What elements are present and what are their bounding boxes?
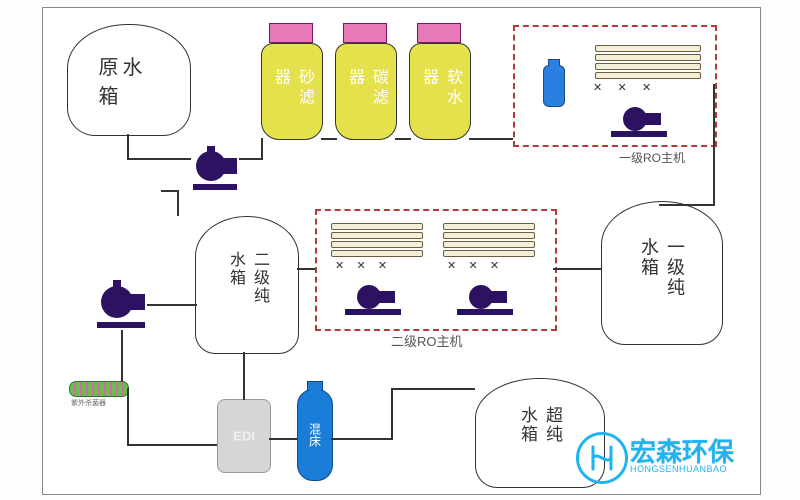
ro1-membranes — [595, 45, 701, 81]
filter-sand-head — [269, 23, 313, 43]
ro2-manifold-b: ✕ ✕ ✕ — [447, 259, 499, 272]
pipe — [261, 138, 263, 160]
pipe — [127, 134, 129, 158]
pipe — [127, 158, 191, 160]
filter-carbon-body: 碳滤器 — [335, 43, 397, 140]
filter-carbon: 碳滤器 — [335, 23, 395, 140]
ro-stage2-label: 二级RO主机 — [391, 331, 463, 350]
filter-softener-head — [417, 23, 461, 43]
pipe — [121, 330, 123, 380]
pipe — [553, 268, 601, 270]
feed-pump-1 — [191, 144, 239, 192]
membrane-tube — [443, 241, 535, 248]
pipe — [391, 388, 393, 440]
membrane-tube — [331, 232, 423, 239]
mixed-bed-label: 混床 — [307, 423, 324, 447]
pipe — [331, 438, 391, 440]
pipe — [469, 138, 513, 140]
filter-sand: 砂滤器 — [261, 23, 321, 140]
membrane-tube — [443, 232, 535, 239]
filter-softener: 软水器 — [409, 23, 469, 140]
pipe — [127, 388, 129, 444]
pipe — [127, 444, 217, 446]
mixed-bed: 混床 — [297, 389, 333, 481]
pipe — [121, 380, 123, 382]
brand-logo-icon — [576, 432, 628, 484]
ro2-membranes-b — [443, 223, 535, 259]
membrane-tube — [331, 250, 423, 257]
ro1-prefilter — [543, 65, 565, 107]
pipe — [321, 138, 337, 140]
feed-pump-2 — [95, 278, 147, 330]
pipe — [713, 84, 715, 204]
membrane-tube — [443, 223, 535, 230]
tank-raw-water: 原水箱 — [67, 24, 191, 136]
ro-stage2-box: ✕ ✕ ✕ ✕ ✕ ✕ — [315, 209, 557, 331]
tank-level1-pure-label: 一级纯水箱 — [636, 238, 688, 309]
tank-raw-water-label: 原水箱 — [99, 51, 160, 109]
filter-carbon-head — [343, 23, 387, 43]
ro1-manifold: ✕ ✕ ✕ — [593, 81, 651, 94]
pipe — [269, 438, 297, 440]
diagram-frame: 原水箱 砂滤器 碳滤器 软水器 — [42, 7, 761, 495]
filter-softener-body: 软水器 — [409, 43, 471, 140]
ro2-pump-b — [457, 281, 513, 322]
membrane-tube — [331, 223, 423, 230]
uv-sterilizer — [69, 381, 129, 397]
membrane-tube — [595, 45, 701, 52]
filter-carbon-label: 碳滤器 — [342, 68, 390, 116]
ro-stage1-box: ✕ ✕ ✕ — [513, 25, 717, 147]
membrane-tube — [331, 241, 423, 248]
membrane-tube — [443, 250, 535, 257]
brand-pinyin: HONGSENHUANBAO — [630, 464, 727, 474]
tank-ultra-pure-label: 超纯水箱 — [515, 406, 565, 460]
filter-sand-body: 砂滤器 — [261, 43, 323, 140]
pipe — [147, 304, 197, 306]
ro2-membranes-a — [331, 223, 423, 259]
pipe — [395, 138, 411, 140]
pipe — [177, 190, 179, 216]
edi-label: EDI — [233, 429, 255, 444]
uv-sterilizer-label: 紫外杀菌器 — [71, 398, 106, 408]
pipe — [391, 388, 475, 390]
membrane-tube — [595, 72, 701, 79]
filter-softener-label: 软水器 — [416, 68, 464, 116]
ro1-pump — [611, 103, 667, 144]
ro2-manifold-a: ✕ ✕ ✕ — [335, 259, 387, 272]
ro-stage1-label: 一级RO主机 — [619, 149, 685, 166]
pipe — [297, 268, 315, 270]
pipe — [239, 158, 261, 160]
tank-level1-pure: 一级纯水箱 — [601, 201, 723, 345]
pipe — [659, 204, 715, 206]
edi-unit: EDI — [217, 399, 271, 473]
filter-sand-label: 砂滤器 — [268, 68, 316, 116]
membrane-tube — [595, 63, 701, 70]
tank-level2-pure-label: 二级纯水箱 — [223, 251, 271, 319]
ro2-pump-a — [345, 281, 401, 322]
tank-level2-pure: 二级纯水箱 — [195, 216, 299, 354]
pipe — [161, 190, 179, 192]
pipe — [243, 352, 245, 400]
membrane-tube — [595, 54, 701, 61]
